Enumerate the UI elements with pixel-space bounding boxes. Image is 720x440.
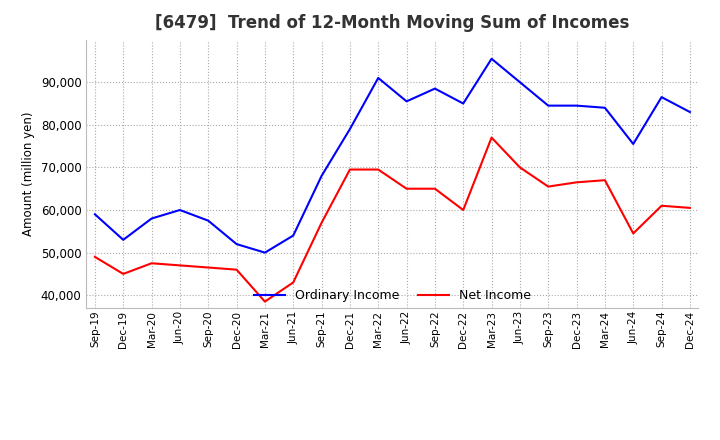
- Net Income: [629, 231, 637, 236]
- Ordinary Income: [629, 141, 637, 147]
- Net Income: [685, 205, 694, 210]
- Legend: Ordinary Income, Net Income: Ordinary Income, Net Income: [248, 284, 536, 307]
- Ordinary Income: [516, 80, 524, 85]
- Net Income: [318, 220, 326, 225]
- Net Income: [204, 265, 212, 270]
- Ordinary Income: [289, 233, 297, 238]
- Net Income: [119, 271, 127, 277]
- Ordinary Income: [657, 95, 666, 100]
- Ordinary Income: [685, 110, 694, 115]
- Net Income: [148, 260, 156, 266]
- Line: Net Income: Net Income: [95, 138, 690, 301]
- Net Income: [516, 165, 524, 170]
- Ordinary Income: [318, 173, 326, 179]
- Ordinary Income: [374, 75, 382, 81]
- Net Income: [431, 186, 439, 191]
- Net Income: [91, 254, 99, 260]
- Net Income: [487, 135, 496, 140]
- Ordinary Income: [91, 212, 99, 217]
- Line: Ordinary Income: Ordinary Income: [95, 59, 690, 253]
- Ordinary Income: [487, 56, 496, 62]
- Net Income: [233, 267, 241, 272]
- Net Income: [289, 280, 297, 285]
- Ordinary Income: [261, 250, 269, 255]
- Ordinary Income: [233, 242, 241, 247]
- Ordinary Income: [431, 86, 439, 91]
- Net Income: [572, 180, 581, 185]
- Net Income: [261, 299, 269, 304]
- Ordinary Income: [204, 218, 212, 224]
- Net Income: [544, 184, 552, 189]
- Ordinary Income: [572, 103, 581, 108]
- Ordinary Income: [346, 126, 354, 132]
- Net Income: [402, 186, 411, 191]
- Net Income: [600, 178, 609, 183]
- Ordinary Income: [402, 99, 411, 104]
- Ordinary Income: [600, 105, 609, 110]
- Ordinary Income: [459, 101, 467, 106]
- Y-axis label: Amount (million yen): Amount (million yen): [22, 112, 35, 236]
- Ordinary Income: [148, 216, 156, 221]
- Ordinary Income: [119, 237, 127, 242]
- Net Income: [374, 167, 382, 172]
- Net Income: [657, 203, 666, 209]
- Net Income: [176, 263, 184, 268]
- Net Income: [346, 167, 354, 172]
- Ordinary Income: [176, 207, 184, 213]
- Title: [6479]  Trend of 12-Month Moving Sum of Incomes: [6479] Trend of 12-Month Moving Sum of I…: [156, 15, 629, 33]
- Net Income: [459, 207, 467, 213]
- Ordinary Income: [544, 103, 552, 108]
